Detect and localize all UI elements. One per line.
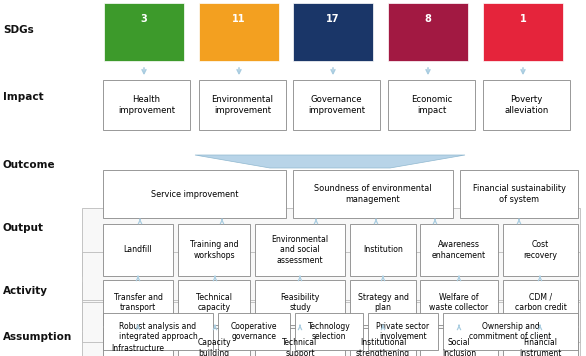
Text: Economic
impact: Economic impact xyxy=(411,95,452,115)
Bar xyxy=(178,280,250,325)
Text: Technical
capacity: Technical capacity xyxy=(196,293,232,312)
Bar xyxy=(350,224,416,276)
Text: Technology
selection: Technology selection xyxy=(308,322,350,341)
Text: Soundness of environmental
management: Soundness of environmental management xyxy=(314,184,432,204)
Bar xyxy=(104,3,184,61)
Text: Environmental
improvement: Environmental improvement xyxy=(212,95,274,115)
Bar xyxy=(483,3,563,61)
Bar xyxy=(103,224,173,276)
Text: Impact: Impact xyxy=(3,92,43,102)
Bar xyxy=(178,224,250,276)
Bar xyxy=(255,280,345,325)
Bar xyxy=(103,328,173,356)
Bar xyxy=(483,80,570,130)
Text: 3: 3 xyxy=(141,14,147,24)
Text: 8: 8 xyxy=(425,14,431,24)
Bar xyxy=(103,280,173,325)
Bar xyxy=(103,313,213,350)
Text: Institution: Institution xyxy=(363,246,403,255)
Text: Poverty
alleviation: Poverty alleviation xyxy=(505,95,548,115)
Bar xyxy=(368,313,438,350)
Bar xyxy=(503,328,578,356)
Text: Financial
instrument: Financial instrument xyxy=(519,338,562,356)
Bar xyxy=(295,313,363,350)
Text: Health
improvement: Health improvement xyxy=(118,95,175,115)
Bar xyxy=(103,170,286,218)
Text: Strategy and
plan: Strategy and plan xyxy=(357,293,408,312)
Text: Social
inclusion: Social inclusion xyxy=(442,338,476,356)
Text: Institutional
strengthening: Institutional strengthening xyxy=(356,338,410,356)
Bar xyxy=(293,80,380,130)
Bar xyxy=(420,280,498,325)
Text: 1: 1 xyxy=(520,14,526,24)
Bar xyxy=(82,252,580,300)
Bar xyxy=(388,80,475,130)
Text: Output: Output xyxy=(3,223,44,233)
Text: Training and
workshops: Training and workshops xyxy=(190,240,239,260)
Bar xyxy=(82,208,580,276)
Bar xyxy=(255,328,345,356)
Bar xyxy=(255,224,345,276)
Bar xyxy=(443,313,578,350)
Text: Assumption: Assumption xyxy=(3,332,72,342)
Bar xyxy=(199,80,286,130)
Text: Technical
support: Technical support xyxy=(282,338,318,356)
Text: 17: 17 xyxy=(326,14,340,24)
Bar xyxy=(503,280,578,325)
Bar xyxy=(103,80,190,130)
Bar xyxy=(82,302,580,342)
Text: Infrastructure: Infrastructure xyxy=(111,344,165,352)
Bar xyxy=(199,3,279,61)
Text: Capacity
building: Capacity building xyxy=(197,338,231,356)
Bar xyxy=(503,224,578,276)
Text: Transfer and
transport: Transfer and transport xyxy=(114,293,162,312)
Bar xyxy=(293,3,373,61)
Bar xyxy=(82,332,580,356)
Bar xyxy=(293,170,453,218)
Text: Private sector
involvement: Private sector involvement xyxy=(376,322,430,341)
Text: 11: 11 xyxy=(232,14,246,24)
Bar xyxy=(460,170,578,218)
Text: Cooperative
governance: Cooperative governance xyxy=(231,322,277,341)
Bar xyxy=(420,224,498,276)
Text: Feasibility
study: Feasibility study xyxy=(280,293,320,312)
Text: Robust analysis and
integrated approach: Robust analysis and integrated approach xyxy=(118,322,197,341)
Text: Governance
improvement: Governance improvement xyxy=(308,95,365,115)
Text: Outcome: Outcome xyxy=(3,160,56,170)
Bar xyxy=(388,3,468,61)
Text: Environmental
and social
assessment: Environmental and social assessment xyxy=(271,235,329,265)
Bar xyxy=(350,328,416,356)
Text: Welfare of
waste collector: Welfare of waste collector xyxy=(430,293,489,312)
Text: Financial sustainability
of system: Financial sustainability of system xyxy=(472,184,565,204)
Bar xyxy=(218,313,290,350)
Bar xyxy=(420,328,498,356)
Bar xyxy=(82,282,580,330)
Polygon shape xyxy=(195,155,465,168)
Text: CDM /
carbon credit: CDM / carbon credit xyxy=(515,293,567,312)
Text: Ownership and
commitment of client: Ownership and commitment of client xyxy=(469,322,551,341)
Text: Awareness
enhancement: Awareness enhancement xyxy=(432,240,486,260)
Text: Activity: Activity xyxy=(3,286,48,296)
Text: Landfill: Landfill xyxy=(124,246,152,255)
Text: Cost
recovery: Cost recovery xyxy=(523,240,557,260)
Bar xyxy=(350,280,416,325)
Bar xyxy=(178,328,250,356)
Text: Service improvement: Service improvement xyxy=(151,189,239,199)
Text: SDGs: SDGs xyxy=(3,25,33,35)
